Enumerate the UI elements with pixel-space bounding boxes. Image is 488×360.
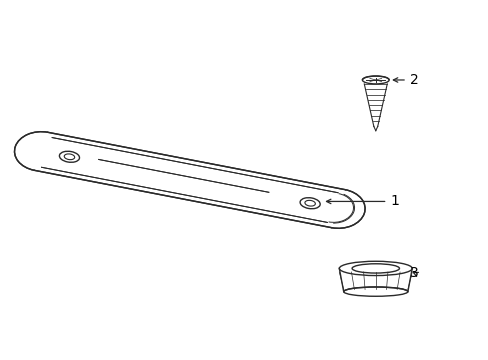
Text: 2: 2 xyxy=(392,73,418,87)
Ellipse shape xyxy=(351,264,399,273)
Ellipse shape xyxy=(343,287,407,296)
Text: 3: 3 xyxy=(409,266,418,280)
Ellipse shape xyxy=(305,201,315,206)
Polygon shape xyxy=(34,132,345,228)
Ellipse shape xyxy=(300,198,320,209)
Ellipse shape xyxy=(59,151,80,162)
Ellipse shape xyxy=(362,76,388,84)
Ellipse shape xyxy=(64,154,75,159)
Text: 1: 1 xyxy=(326,194,398,208)
Ellipse shape xyxy=(339,261,411,275)
